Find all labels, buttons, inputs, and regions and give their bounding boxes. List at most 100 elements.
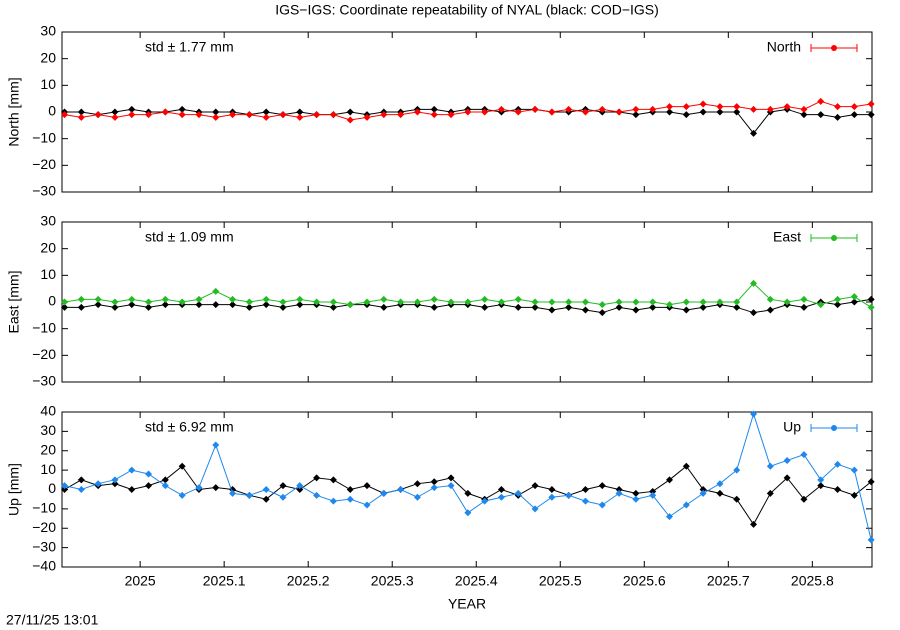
data-point (430, 111, 438, 119)
data-point (649, 303, 657, 311)
y-tick-label: 0 (48, 480, 56, 496)
data-point (800, 451, 808, 459)
data-point (615, 303, 623, 311)
data-point (615, 489, 623, 497)
data-point (313, 491, 321, 499)
data-point (430, 303, 438, 311)
data-point (397, 111, 405, 119)
data-point (296, 295, 304, 303)
data-point (245, 491, 253, 499)
data-point (430, 484, 438, 492)
data-point (111, 108, 119, 116)
y-tick-label: 30 (40, 213, 56, 229)
data-point (296, 301, 304, 309)
data-point (178, 491, 186, 499)
data-point (682, 298, 690, 306)
y-tick-label: −10 (32, 129, 56, 145)
x-tick-label: 2025.5 (539, 573, 582, 589)
y-tick-label: 0 (48, 293, 56, 309)
data-point (867, 100, 875, 108)
data-point (497, 486, 505, 493)
data-point (548, 493, 556, 501)
data-point (94, 480, 102, 488)
data-point (514, 108, 522, 116)
data-point (212, 108, 220, 116)
data-point (262, 495, 270, 503)
data-point (279, 298, 287, 306)
data-point (363, 113, 371, 121)
data-point (615, 298, 623, 306)
data-point (296, 113, 304, 121)
data-point (716, 480, 724, 488)
data-point (430, 478, 438, 486)
chart-title: IGS−IGS: Coordinate repeatability of NYA… (275, 2, 659, 18)
annotation: std ± 6.92 mm (145, 419, 234, 435)
data-point (598, 105, 606, 113)
data-point (161, 482, 169, 490)
data-point (531, 303, 539, 311)
data-point (649, 105, 657, 113)
data-point (666, 103, 673, 111)
data-point (380, 303, 388, 311)
data-point (817, 482, 825, 490)
data-point (716, 108, 724, 116)
data-point (649, 487, 657, 495)
data-point (481, 108, 489, 116)
data-point (145, 482, 153, 490)
data-point (128, 295, 136, 303)
data-point (817, 301, 825, 309)
y-tick-label: 10 (40, 76, 56, 92)
data-point (834, 486, 842, 493)
data-point (279, 303, 287, 311)
y-tick-label: −20 (32, 519, 56, 535)
data-point (61, 486, 69, 493)
data-point (867, 295, 875, 303)
legend-label: East (773, 229, 801, 245)
data-point (94, 295, 102, 303)
data-point (413, 108, 421, 116)
data-point (565, 298, 573, 306)
data-point (77, 113, 85, 121)
data-point (329, 298, 337, 306)
legend-label: North (767, 39, 801, 55)
data-point (397, 298, 405, 306)
timestamp: 27/11/25 13:01 (6, 612, 99, 628)
plot-frame (61, 411, 873, 568)
data-point (632, 298, 640, 306)
data-point (800, 495, 808, 503)
data-point (296, 486, 304, 493)
data-point (565, 105, 573, 113)
data-point (77, 303, 85, 311)
annotation: std ± 1.09 mm (145, 229, 234, 245)
data-point (632, 495, 640, 503)
data-point (581, 108, 589, 116)
data-point (195, 301, 203, 309)
y-tick-label: 0 (48, 103, 56, 119)
data-point (346, 495, 354, 503)
data-point (128, 105, 136, 113)
data-point (867, 303, 875, 311)
data-point (464, 298, 472, 306)
data-point (834, 103, 842, 111)
data-point (212, 441, 220, 449)
x-tick-label: 2025.7 (707, 573, 750, 589)
x-tick-label: 2025.2 (287, 573, 330, 589)
data-point (850, 111, 858, 119)
data-point (615, 486, 623, 493)
data-point (850, 466, 858, 474)
data-point (834, 113, 842, 121)
data-point (867, 536, 875, 544)
y-tick-label: 30 (40, 422, 56, 438)
data-point (329, 476, 337, 484)
data-point (682, 306, 690, 314)
data-point (615, 108, 623, 116)
data-point (262, 486, 270, 493)
data-point (178, 462, 186, 470)
y-tick-label: 40 (40, 403, 56, 419)
y-tick-label: −30 (32, 373, 56, 389)
data-point (212, 484, 220, 492)
data-point (430, 105, 438, 113)
data-point (161, 476, 169, 484)
data-point (111, 303, 119, 311)
data-point (850, 298, 858, 306)
